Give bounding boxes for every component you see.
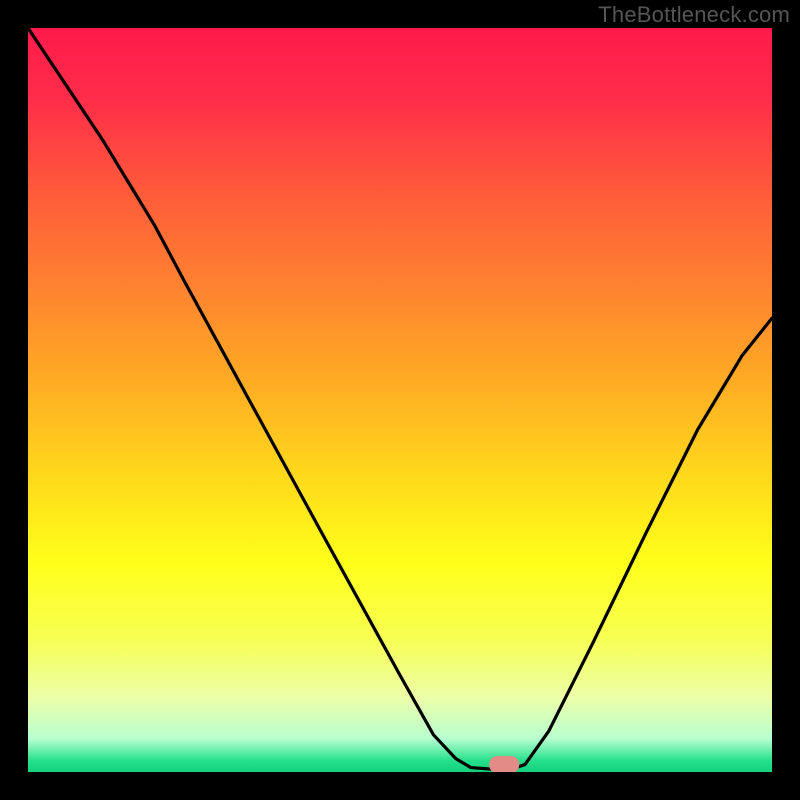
frame-right — [772, 0, 800, 800]
optimal-marker — [489, 756, 519, 772]
chart-stage: TheBottleneck.com — [0, 0, 800, 800]
gradient-background — [28, 28, 772, 772]
bottleneck-plot — [28, 28, 772, 772]
frame-bottom — [0, 772, 800, 800]
watermark-text: TheBottleneck.com — [598, 2, 790, 28]
frame-left — [0, 0, 28, 800]
